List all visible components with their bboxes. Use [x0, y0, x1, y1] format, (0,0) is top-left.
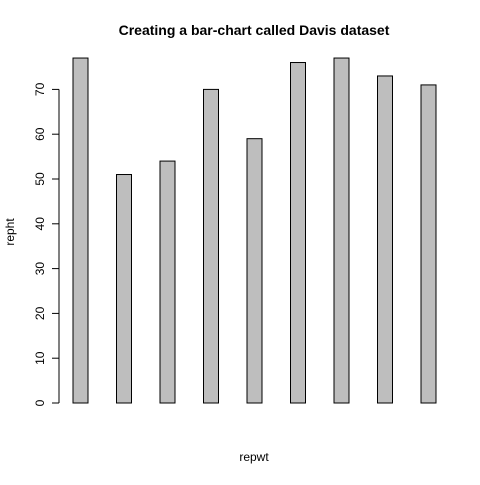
bar: [333, 57, 350, 404]
bar: [116, 174, 132, 404]
y-tick-label: 0: [33, 399, 47, 406]
y-tick-label: 10: [33, 351, 47, 365]
bar: [377, 75, 393, 404]
bar: [246, 138, 263, 404]
y-tick-label: 40: [33, 217, 47, 231]
y-tick-label: 50: [33, 172, 47, 186]
bar: [203, 88, 219, 404]
bars-group: [72, 57, 437, 404]
y-tick-label: 60: [33, 127, 47, 141]
y-axis-label: repht: [3, 218, 17, 246]
bar: [420, 84, 437, 404]
bar: [72, 57, 89, 404]
x-axis-label: repwt: [239, 450, 269, 464]
y-tick-label: 20: [33, 306, 47, 320]
y-tick-label: 30: [33, 262, 47, 276]
bar: [159, 160, 176, 404]
bar: [290, 62, 306, 404]
y-axis: 0 10 20 30 40 50 60 70: [33, 82, 60, 406]
y-tick-label: 70: [33, 82, 47, 96]
chart-title: Creating a bar-chart called Davis datase…: [119, 22, 390, 38]
